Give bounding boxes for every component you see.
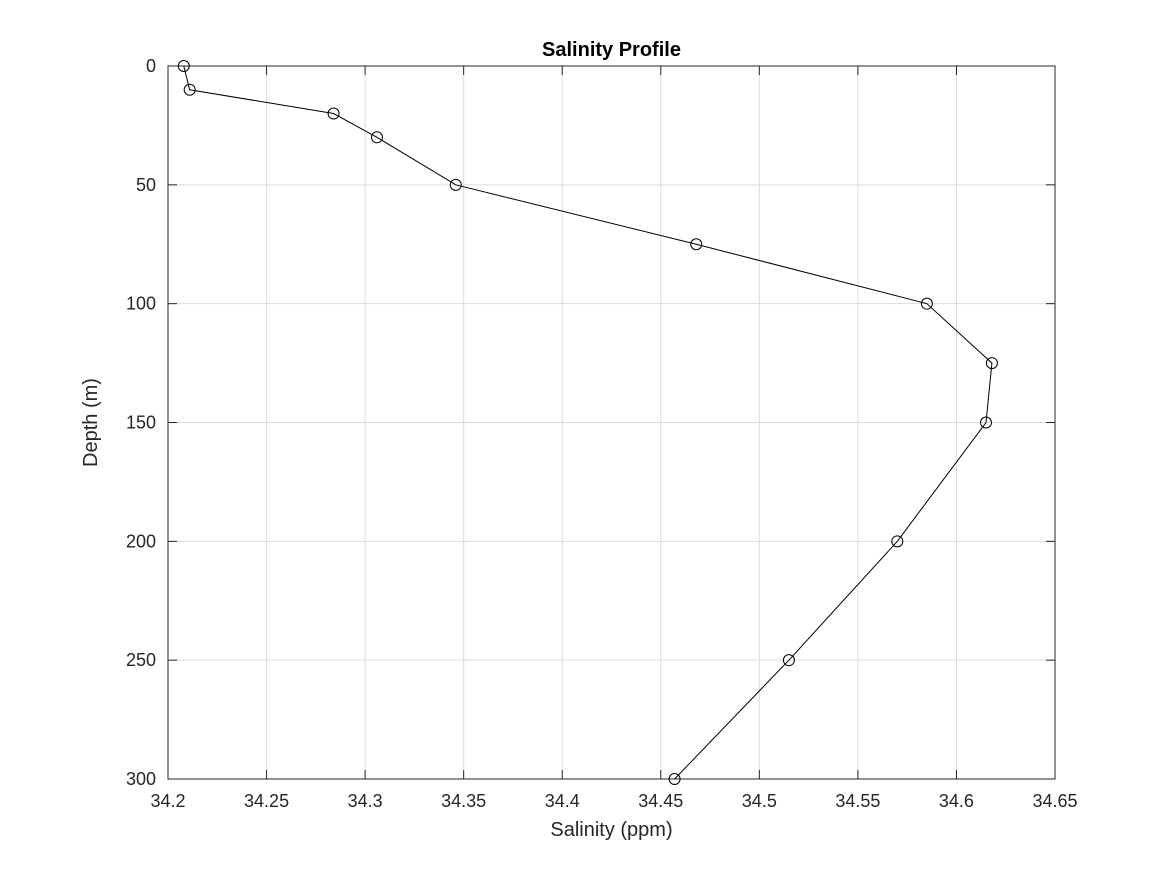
salinity-series-line xyxy=(183,65,993,780)
data-point-marker xyxy=(690,238,703,251)
x-tick-label: 34.2 xyxy=(150,791,185,811)
y-tick-label: 150 xyxy=(126,413,156,433)
x-tick-label: 34.4 xyxy=(545,791,580,811)
y-tick-label: 250 xyxy=(126,650,156,670)
labels-layer: 34.2 34.25 34.3 34.35 34.4 34.45 34.5 34.55 34.6… xyxy=(126,56,1078,811)
y-axis-title: Depth (m) xyxy=(80,378,102,467)
data-point-marker xyxy=(449,178,462,191)
data-point-marker xyxy=(782,654,795,667)
data-point-marker xyxy=(370,131,383,144)
data-point-marker xyxy=(891,535,904,548)
x-tick-label: 34.35 xyxy=(441,791,486,811)
x-tick-label: 34.5 xyxy=(742,791,777,811)
y-tick-label: 300 xyxy=(126,769,156,789)
series-layer xyxy=(177,60,998,785)
y-tick-label: 200 xyxy=(126,531,156,551)
data-point-marker xyxy=(177,60,190,72)
chart-title: Salinity Profile xyxy=(542,39,681,61)
x-tick-label: 34.45 xyxy=(638,791,683,811)
data-point-marker xyxy=(668,773,681,785)
plot-frame xyxy=(167,65,1056,780)
x-tick-label: 34.6 xyxy=(939,791,974,811)
x-tick-label: 34.3 xyxy=(348,791,383,811)
x-tick-label: 34.25 xyxy=(244,791,289,811)
y-tick-label: 100 xyxy=(126,294,156,314)
data-point-marker xyxy=(985,357,998,370)
x-axis-title: Salinity (ppm) xyxy=(550,819,672,841)
data-point-marker xyxy=(980,416,993,429)
data-point-marker xyxy=(183,83,196,96)
y-tick-label: 50 xyxy=(136,175,156,195)
data-point-marker xyxy=(327,107,340,120)
y-tick-label: 0 xyxy=(146,56,156,76)
x-tick-label: 34.55 xyxy=(835,791,880,811)
x-tick-label: 34.65 xyxy=(1032,791,1077,811)
data-point-marker xyxy=(920,297,933,310)
